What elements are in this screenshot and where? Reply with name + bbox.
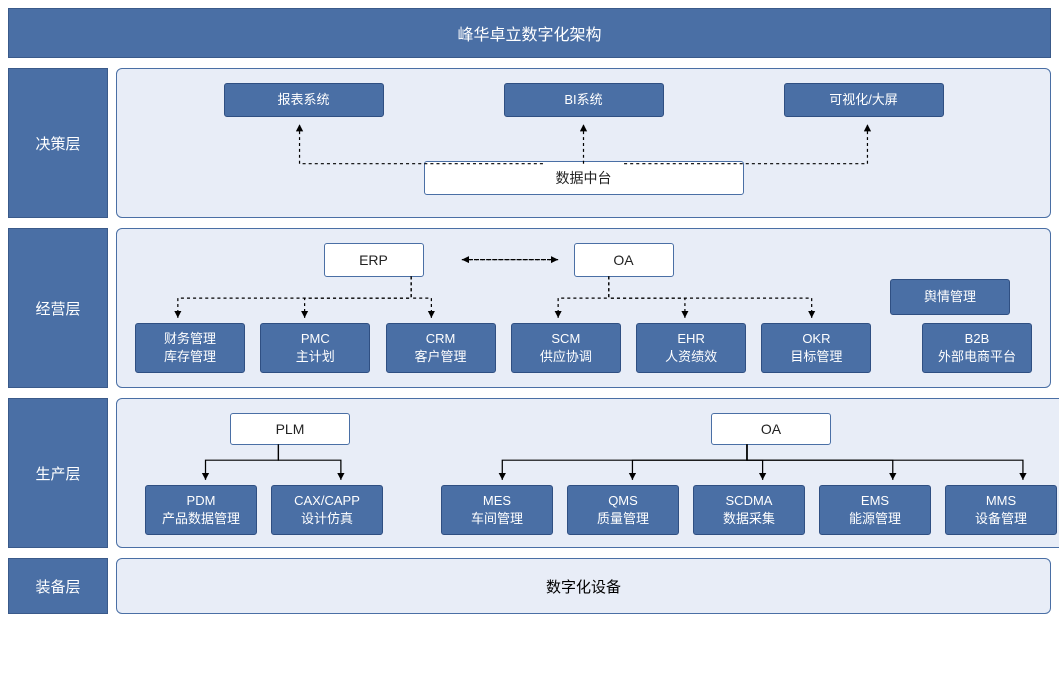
node-oa-pr: OA <box>711 413 831 445</box>
node-finance: 财务管理库存管理 <box>135 323 245 373</box>
node-oa-op: OA <box>574 243 674 277</box>
layer-label-equipment: 装备层 <box>8 558 108 614</box>
node-ehr: EHR人资绩效 <box>636 323 746 373</box>
layer-operation: 经营层 ERP OA 舆情管理 财务管理库存管理 <box>8 228 1051 388</box>
node-scm: SCM供应协调 <box>511 323 621 373</box>
node-erp: ERP <box>324 243 424 277</box>
node-cax: CAX/CAPP设计仿真 <box>271 485 383 535</box>
node-plm: PLM <box>230 413 350 445</box>
layer-equipment: 装备层 数字化设备 <box>8 558 1051 614</box>
node-bi-system: BI系统 <box>504 83 664 117</box>
layer-label-production: 生产层 <box>8 398 108 548</box>
node-ems: EMS能源管理 <box>819 485 931 535</box>
node-b2b: B2B外部电商平台 <box>922 323 1032 373</box>
layer-body-decision: 报表系统 BI系统 可视化/大屏 数据中台 <box>116 68 1051 218</box>
node-dashboard: 可视化/大屏 <box>784 83 944 117</box>
node-pdm: PDM产品数据管理 <box>145 485 257 535</box>
node-public-opinion: 舆情管理 <box>890 279 1010 315</box>
node-digital-equipment: 数字化设备 <box>546 576 621 597</box>
node-scdma: SCDMA数据采集 <box>693 485 805 535</box>
node-crm: CRM客户管理 <box>386 323 496 373</box>
layer-label-decision: 决策层 <box>8 68 108 218</box>
layer-body-operation: ERP OA 舆情管理 财务管理库存管理 PMC主计划 CRM客户管理 SCM供… <box>116 228 1051 388</box>
node-qms: QMS质量管理 <box>567 485 679 535</box>
node-pmc: PMC主计划 <box>260 323 370 373</box>
node-report-system: 报表系统 <box>224 83 384 117</box>
layer-body-equipment: 数字化设备 <box>116 558 1051 614</box>
node-okr: OKR目标管理 <box>761 323 871 373</box>
node-data-hub: 数据中台 <box>424 161 744 195</box>
diagram-title: 峰华卓立数字化架构 <box>8 8 1051 58</box>
layer-body-production: PLM OA PDM产品数据管理 CAX/CAPP设计仿真 MES车间管理 QM… <box>116 398 1059 548</box>
layer-decision: 决策层 报表系统 BI系统 可视化/大屏 数据中台 <box>8 68 1051 218</box>
layer-production: 生产层 PLM OA PDM产品数据管理 CAX/CAPP设计 <box>8 398 1051 548</box>
node-mes: MES车间管理 <box>441 485 553 535</box>
node-mms: MMS设备管理 <box>945 485 1057 535</box>
